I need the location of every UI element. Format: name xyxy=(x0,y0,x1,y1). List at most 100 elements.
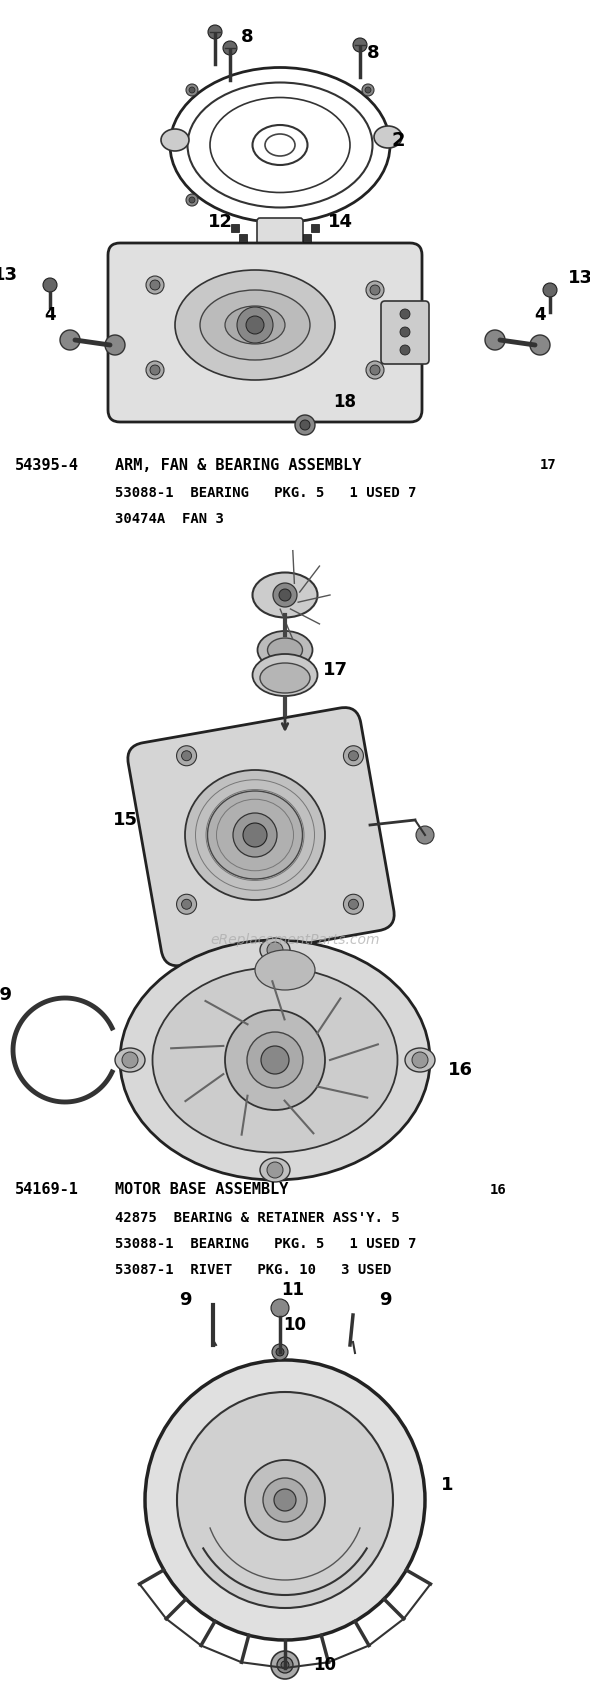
Circle shape xyxy=(272,1343,288,1360)
Text: 30474A  FAN 3: 30474A FAN 3 xyxy=(115,513,224,526)
Circle shape xyxy=(261,1046,289,1074)
Ellipse shape xyxy=(260,663,310,694)
Circle shape xyxy=(146,276,164,294)
Ellipse shape xyxy=(161,129,189,151)
Circle shape xyxy=(349,751,359,761)
Circle shape xyxy=(145,1360,425,1640)
Text: 10: 10 xyxy=(284,1316,306,1333)
Text: 19: 19 xyxy=(0,986,12,1003)
Circle shape xyxy=(245,1460,325,1540)
Circle shape xyxy=(366,281,384,299)
Circle shape xyxy=(277,1656,293,1673)
Text: 53088-1  BEARING   PKG. 5   1 USED 7: 53088-1 BEARING PKG. 5 1 USED 7 xyxy=(115,486,417,501)
Circle shape xyxy=(233,812,277,858)
Circle shape xyxy=(150,365,160,376)
Circle shape xyxy=(400,327,410,337)
Ellipse shape xyxy=(405,1047,435,1073)
Circle shape xyxy=(271,1299,289,1316)
Circle shape xyxy=(186,85,198,96)
Text: 17: 17 xyxy=(540,459,557,472)
Circle shape xyxy=(279,589,291,601)
Circle shape xyxy=(208,25,222,39)
Circle shape xyxy=(150,279,160,289)
Circle shape xyxy=(400,345,410,355)
Circle shape xyxy=(189,86,195,93)
Circle shape xyxy=(370,365,380,376)
Ellipse shape xyxy=(115,1047,145,1073)
Text: ARM, FAN & BEARING ASSEMBLY: ARM, FAN & BEARING ASSEMBLY xyxy=(115,457,361,472)
Text: 11: 11 xyxy=(281,1281,304,1299)
Circle shape xyxy=(273,584,297,607)
Text: 54395-4: 54395-4 xyxy=(15,457,79,472)
Ellipse shape xyxy=(120,941,430,1179)
Text: 12: 12 xyxy=(208,213,232,232)
Circle shape xyxy=(281,1662,289,1668)
Ellipse shape xyxy=(175,271,335,381)
FancyBboxPatch shape xyxy=(257,218,303,245)
Circle shape xyxy=(122,1052,138,1068)
Circle shape xyxy=(370,284,380,294)
Text: 18: 18 xyxy=(333,393,356,411)
Text: 4: 4 xyxy=(534,306,546,323)
Ellipse shape xyxy=(267,638,303,662)
Circle shape xyxy=(353,37,367,52)
Ellipse shape xyxy=(208,790,303,880)
Circle shape xyxy=(267,942,283,958)
Circle shape xyxy=(267,1162,283,1178)
Text: eReplacementParts.com: eReplacementParts.com xyxy=(210,932,380,948)
FancyBboxPatch shape xyxy=(108,244,422,421)
Circle shape xyxy=(186,195,198,206)
Circle shape xyxy=(176,895,196,914)
Text: MOTOR BASE ASSEMBLY: MOTOR BASE ASSEMBLY xyxy=(115,1183,289,1198)
Circle shape xyxy=(400,310,410,320)
Ellipse shape xyxy=(200,289,310,360)
Circle shape xyxy=(237,306,273,343)
Ellipse shape xyxy=(260,1157,290,1183)
Circle shape xyxy=(416,826,434,844)
Text: 13: 13 xyxy=(0,266,18,284)
Circle shape xyxy=(276,1349,284,1355)
Text: 14: 14 xyxy=(327,213,352,232)
Circle shape xyxy=(349,898,359,909)
Bar xyxy=(239,233,247,242)
Circle shape xyxy=(225,1010,325,1110)
Text: 15: 15 xyxy=(113,810,137,829)
Circle shape xyxy=(366,360,384,379)
Circle shape xyxy=(300,420,310,430)
Circle shape xyxy=(243,822,267,848)
Circle shape xyxy=(247,1032,303,1088)
Text: 1: 1 xyxy=(441,1475,453,1494)
Bar xyxy=(311,223,319,232)
Text: 9: 9 xyxy=(379,1291,391,1310)
Circle shape xyxy=(343,746,363,766)
Circle shape xyxy=(295,415,315,435)
Text: 8: 8 xyxy=(241,29,253,46)
Ellipse shape xyxy=(253,572,317,618)
Text: 16: 16 xyxy=(490,1183,507,1196)
FancyBboxPatch shape xyxy=(381,301,429,364)
Circle shape xyxy=(105,335,125,355)
Ellipse shape xyxy=(152,968,398,1152)
Text: 54169-1: 54169-1 xyxy=(15,1183,79,1198)
Circle shape xyxy=(365,86,371,93)
Text: 10: 10 xyxy=(313,1656,336,1673)
Ellipse shape xyxy=(185,770,325,900)
Ellipse shape xyxy=(255,949,315,990)
Ellipse shape xyxy=(253,655,317,695)
Circle shape xyxy=(177,1393,393,1607)
Text: 4: 4 xyxy=(44,306,56,323)
Circle shape xyxy=(263,1479,307,1523)
Text: 8: 8 xyxy=(367,44,379,63)
Circle shape xyxy=(176,746,196,766)
Circle shape xyxy=(246,316,264,333)
Text: 13: 13 xyxy=(568,269,590,288)
Circle shape xyxy=(271,1651,299,1678)
Circle shape xyxy=(182,751,192,761)
Circle shape xyxy=(60,330,80,350)
Text: 16: 16 xyxy=(447,1061,473,1079)
Text: 17: 17 xyxy=(323,662,348,678)
Circle shape xyxy=(412,1052,428,1068)
Ellipse shape xyxy=(225,306,285,343)
Text: 2: 2 xyxy=(391,130,405,149)
Circle shape xyxy=(530,335,550,355)
